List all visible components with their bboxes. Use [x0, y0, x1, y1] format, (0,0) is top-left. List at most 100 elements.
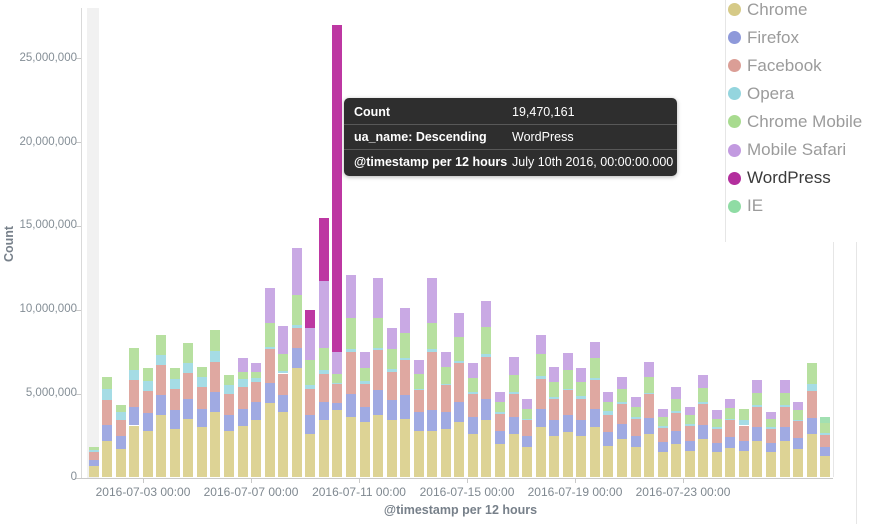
bar-segment-facebook[interactable] — [237, 386, 248, 409]
stacked-bar[interactable] — [684, 407, 695, 478]
bar-segment-firefox[interactable] — [413, 412, 424, 431]
bar-segment-chrome-mobile[interactable] — [345, 318, 356, 350]
bar-segment-firefox[interactable] — [251, 402, 262, 421]
bar-segment-opera[interactable] — [264, 346, 275, 350]
bar-segment-opera[interactable] — [224, 385, 234, 395]
bar-segment-firefox[interactable] — [264, 382, 275, 403]
bar-segment-chrome-mobile[interactable] — [264, 323, 275, 347]
bar-segment-facebook[interactable] — [589, 380, 600, 409]
bar-segment-opera[interactable] — [156, 355, 167, 366]
bar-segment-firefox[interactable] — [183, 398, 194, 419]
bar-segment-chrome[interactable] — [752, 440, 763, 478]
bar-segment-chrome[interactable] — [644, 433, 655, 478]
bar-segment-chrome[interactable] — [237, 426, 248, 478]
stacked-bar[interactable] — [820, 417, 831, 478]
bar-segment-facebook[interactable] — [522, 420, 533, 436]
bar-segment-facebook[interactable] — [576, 398, 587, 421]
bar-segment-opera[interactable] — [698, 402, 709, 404]
stacked-bar[interactable] — [224, 375, 234, 478]
bar-segment-mobile-safari[interactable] — [467, 363, 478, 378]
bar-segment-firefox[interactable] — [616, 423, 627, 439]
bar-segment-firefox[interactable] — [779, 427, 790, 441]
stacked-bar[interactable] — [400, 308, 411, 478]
bar-segment-mobile-safari[interactable] — [345, 274, 356, 319]
bar-segment-facebook[interactable] — [684, 425, 695, 441]
bar-segment-chrome-mobile[interactable] — [589, 357, 600, 378]
stacked-bar[interactable] — [522, 398, 533, 478]
bar-segment-mobile-safari[interactable] — [386, 328, 397, 350]
bar-segment-chrome[interactable] — [738, 451, 749, 478]
bar-segment-firefox[interactable] — [345, 394, 356, 418]
bar-segment-chrome-mobile[interactable] — [630, 407, 641, 418]
bar-segment-facebook[interactable] — [210, 361, 221, 392]
stacked-bar[interactable] — [413, 360, 424, 478]
bar-segment-firefox[interactable] — [169, 410, 180, 429]
bar-segment-chrome-mobile[interactable] — [88, 447, 99, 450]
bar-segment-facebook[interactable] — [698, 403, 709, 425]
bar-segment-opera[interactable] — [129, 370, 140, 381]
bar-segment-chrome[interactable] — [589, 427, 600, 478]
bar-segment-facebook[interactable] — [793, 421, 804, 439]
bar-segment-chrome-mobile[interactable] — [549, 381, 560, 397]
bar-segment-facebook[interactable] — [806, 391, 817, 418]
bar-segment-facebook[interactable] — [495, 413, 505, 431]
stacked-bar[interactable] — [657, 408, 668, 478]
bar-segment-mobile-safari[interactable] — [752, 380, 763, 393]
bar-segment-chrome-mobile[interactable] — [196, 366, 207, 377]
bar-segment-mobile-safari[interactable] — [644, 361, 655, 377]
bar-segment-firefox[interactable] — [793, 438, 804, 449]
bar-segment-chrome[interactable] — [318, 420, 329, 478]
bar-segment-chrome[interactable] — [373, 415, 384, 478]
stacked-bar[interactable] — [644, 361, 655, 478]
bar-segment-facebook[interactable] — [820, 434, 831, 448]
stacked-bar[interactable] — [725, 398, 736, 478]
stacked-bar[interactable] — [711, 410, 722, 478]
bar-segment-opera[interactable] — [616, 402, 627, 404]
stacked-bar[interactable] — [454, 313, 465, 478]
bar-segment-opera[interactable] — [725, 418, 736, 421]
bar-segment-firefox[interactable] — [156, 395, 167, 416]
bar-segment-chrome[interactable] — [183, 418, 194, 478]
stacked-bar[interactable] — [549, 366, 560, 478]
bar-segment-firefox[interactable] — [210, 391, 221, 413]
stacked-bar[interactable] — [766, 412, 776, 478]
bar-segment-chrome-mobile[interactable] — [427, 323, 438, 350]
bar-segment-opera[interactable] — [779, 405, 790, 408]
bar-segment-chrome-mobile[interactable] — [386, 349, 397, 370]
bar-segment-opera[interactable] — [576, 396, 587, 399]
bar-segment-mobile-safari[interactable] — [400, 308, 411, 334]
bar-segment-facebook[interactable] — [305, 388, 316, 416]
bar-segment-mobile-safari[interactable] — [413, 360, 424, 375]
bar-segment-mobile-safari[interactable] — [576, 368, 587, 382]
bar-segment-opera[interactable] — [115, 412, 126, 420]
bar-segment-chrome-mobile[interactable] — [210, 329, 221, 351]
bar-segment-opera[interactable] — [820, 433, 831, 435]
stacked-bar[interactable] — [278, 325, 289, 478]
bar-segment-chrome[interactable] — [264, 402, 275, 478]
bar-segment-mobile-safari[interactable] — [616, 376, 627, 390]
bar-segment-chrome[interactable] — [386, 420, 397, 478]
bar-segment-opera[interactable] — [684, 423, 695, 426]
bar-segment-chrome[interactable] — [345, 417, 356, 478]
stacked-bar[interactable] — [671, 386, 682, 478]
bar-segment-firefox[interactable] — [589, 408, 600, 428]
bar-segment-opera[interactable] — [386, 369, 397, 372]
bar-segment-firefox[interactable] — [576, 420, 587, 436]
bar-segment-chrome[interactable] — [793, 448, 804, 478]
bar-segment-facebook[interactable] — [630, 418, 641, 436]
bar-segment-chrome[interactable] — [576, 435, 587, 478]
stacked-bar[interactable] — [535, 334, 546, 478]
bar-segment-chrome[interactable] — [196, 427, 207, 478]
bar-segment-mobile-safari[interactable] — [589, 341, 600, 358]
bar-segment-chrome[interactable] — [210, 412, 221, 478]
bar-segment-firefox[interactable] — [332, 402, 343, 411]
bar-segment-chrome-mobile[interactable] — [644, 376, 655, 393]
bar-segment-mobile-safari[interactable] — [779, 380, 790, 393]
bar-segment-firefox[interactable] — [738, 441, 749, 452]
bar-segment-chrome[interactable] — [549, 435, 560, 478]
bar-segment-chrome-mobile[interactable] — [115, 404, 126, 413]
bar-segment-firefox[interactable] — [684, 440, 695, 451]
bar-segment-chrome-mobile[interactable] — [752, 392, 763, 406]
bar-segment-opera[interactable] — [169, 378, 180, 389]
bar-segment-mobile-safari[interactable] — [535, 334, 546, 355]
